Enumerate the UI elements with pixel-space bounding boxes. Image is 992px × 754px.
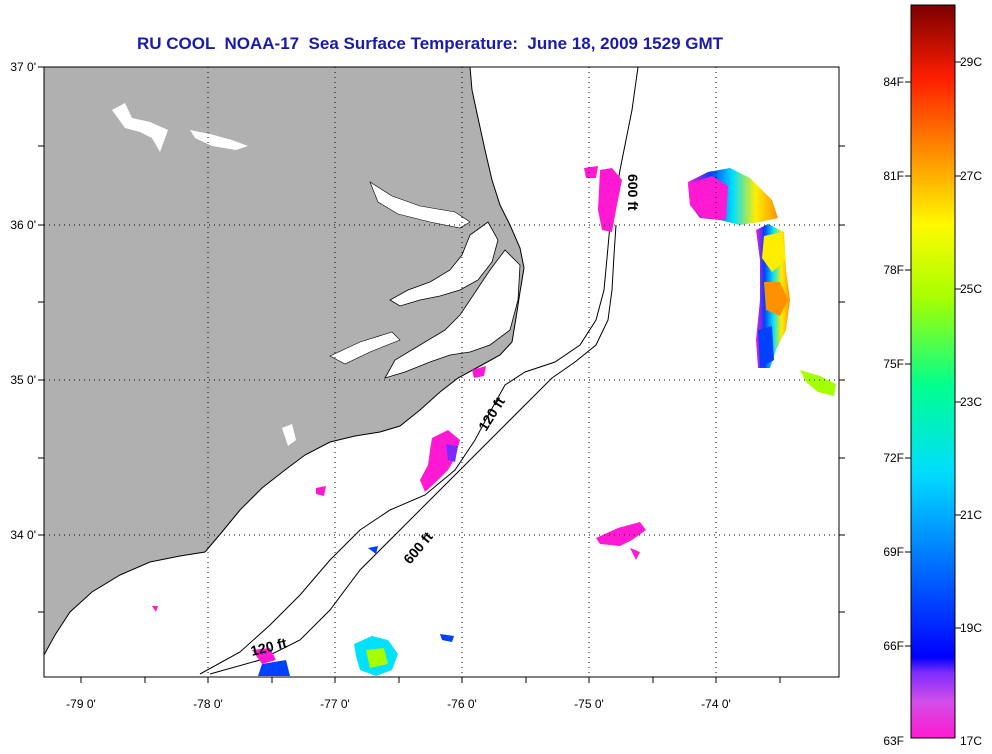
map-title: RU COOL NOAA-17 Sea Surface Temperature:… [136,34,724,53]
colorbar-c-27: 27C [960,169,982,183]
colorbar-f-75: 75F [883,357,904,371]
lon-label-76: -76 0' [447,697,477,711]
sst-patch-hatteras [598,168,622,232]
lon-label-77: -77 0' [320,697,350,711]
sst-patches [152,166,836,676]
pamlico-sound [384,249,521,379]
colorbar-ticks [905,61,961,647]
lat-label-34: 34 0' [10,528,36,542]
colorbar-f-81: 81F [883,169,904,183]
lon-label-75: -75 0' [574,697,604,711]
sst-patch-outer-shelf [596,522,646,546]
colorbar-c-21: 21C [960,508,982,522]
colorbar-f-78: 78F [883,263,904,277]
lat-label-37: 37 0' [10,60,36,74]
colorbar [910,4,956,739]
graticule [44,67,839,677]
colorbar-f-84: 84F [883,75,904,89]
contour-label-600-north: 600 ft [625,174,641,211]
lon-label-74: -74 0' [701,697,731,711]
axis-ticks [38,66,845,683]
lon-label-79: -79 0' [66,697,96,711]
colorbar-c-25: 25C [960,282,982,296]
colorbar-f-66: 66F [883,639,904,653]
colorbar-c-19: 19C [960,621,982,635]
lat-label-35: 35 0' [10,373,36,387]
colorbar-c-23: 23C [960,395,982,409]
river-estuary [389,221,499,307]
colorbar-f-72: 72F [883,451,904,465]
colorbar-c-17: 17C [960,734,982,748]
colorbar-f-69: 69F [883,545,904,559]
lon-label-78: -78 0' [193,697,223,711]
lat-label-36: 36 0' [10,218,36,232]
colorbar-c-29: 29C [960,55,982,69]
colorbar-f-63: 63F [883,734,904,748]
